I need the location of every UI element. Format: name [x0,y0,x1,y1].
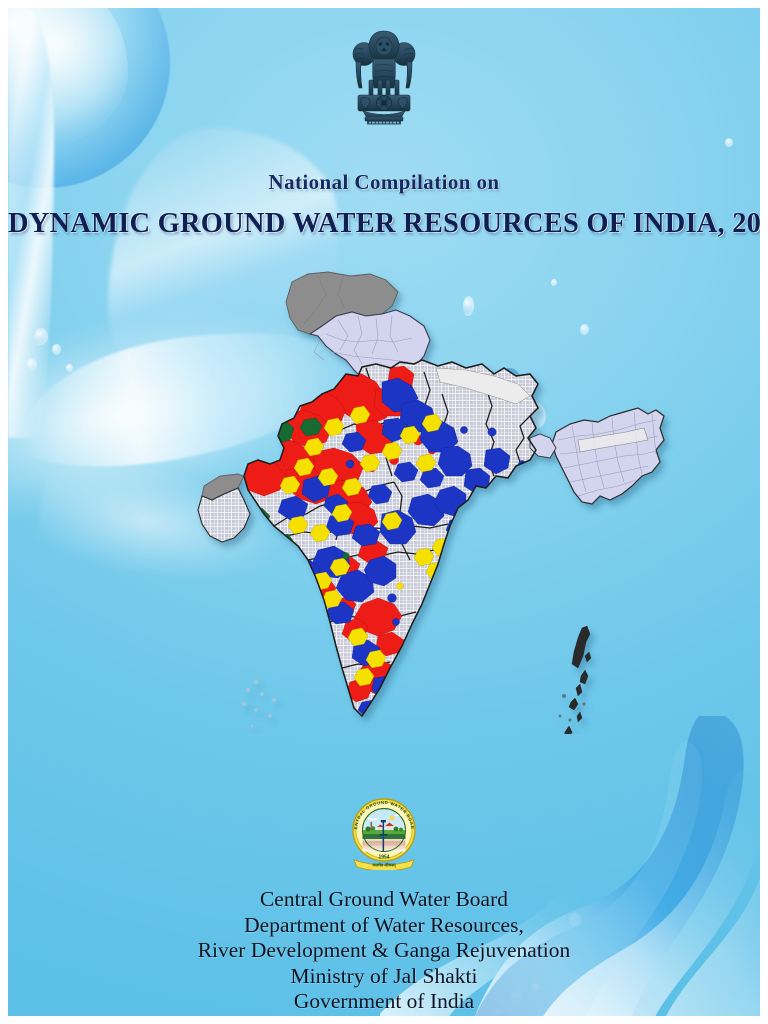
publisher-footer: Central Ground Water Board Department of… [8,887,760,1015]
water-droplet-icon [52,344,61,355]
cover-subtitle: National Compilation on [268,170,500,194]
footer-line-2: Department of Water Resources, [244,912,524,937]
map-coastline [243,359,539,718]
cgwb-logo-container: CENTRAL GROUND WATER BOARD [8,790,760,870]
footer-line-4: Ministry of Jal Shakti [290,963,478,988]
map-region-andaman-nicobar [564,625,592,734]
map-region-northeast-states [551,407,665,505]
water-droplet-icon [34,328,48,345]
logo-year: 1954 [378,855,389,861]
footer-line-3: River Development & Ganga Rejuvenation [197,938,571,962]
water-droplet-icon [26,358,37,371]
map-region-assam [577,427,649,453]
map-region-lakshadweep [241,679,276,728]
map-region-saurashtra [197,487,251,543]
page-title: DYNAMIC GROUND WATER RESOURCES OF INDIA,… [8,208,760,239]
central-ground-water-board-logo-icon: CENTRAL GROUND WATER BOARD [346,790,416,870]
water-droplet-icon [66,364,73,372]
map-hilly-patches [435,367,531,405]
india-groundwater-extraction-map [197,271,665,734]
map-andaman-minor-islets [558,694,586,722]
map-region-sikkim-corridor [529,433,557,459]
cover-background: National Compilation on DYNAMIC GROUND W… [8,8,760,1016]
logo-ribbon-text: जलमेव जीवनम् [371,863,396,869]
national-emblem-of-india-icon [352,30,416,125]
emblem-container [8,24,760,128]
india-map-container [186,264,686,734]
footer-line-1: Central Ground Water Board [259,887,509,911]
footer-line-5: Government of India [293,989,475,1013]
water-droplet-icon [725,138,733,147]
